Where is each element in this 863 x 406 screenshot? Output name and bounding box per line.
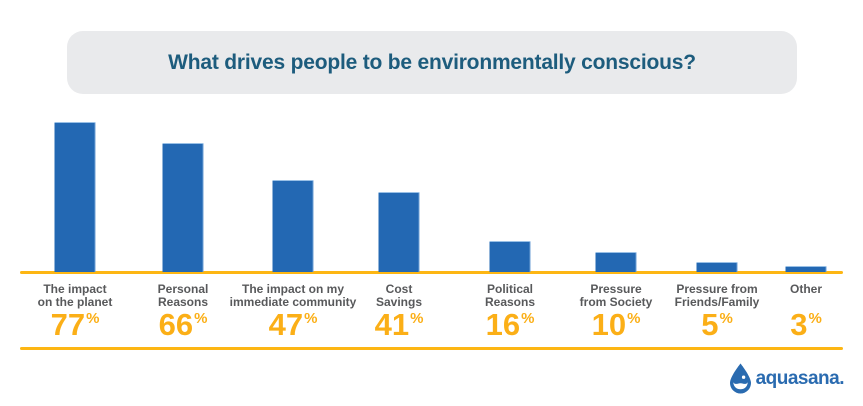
- category-label-line: Reasons: [157, 295, 209, 309]
- logo-text: aquasana.: [755, 367, 845, 389]
- title-banner: What drives people to be environmentally…: [67, 31, 797, 94]
- percent-sign: %: [808, 310, 822, 327]
- percent-sign: %: [719, 310, 733, 327]
- bar-column: Pressure from Friends/Family 5%: [637, 0, 797, 406]
- category-label-line: Political: [486, 282, 533, 296]
- category-label-line: Savings: [375, 295, 423, 309]
- bar-column: Political Reasons 16%: [430, 0, 590, 406]
- value-label: 5%: [637, 309, 797, 346]
- value-label: 47%: [213, 309, 373, 346]
- category-label-line: Personal: [157, 282, 209, 296]
- bar-column: Pressure from Society 10%: [536, 0, 696, 406]
- percent-sign: %: [410, 310, 424, 327]
- percent-sign: %: [194, 310, 208, 327]
- percent-sign: %: [521, 310, 535, 327]
- value-label: 16%: [430, 309, 590, 346]
- category-label-line: on the planet: [37, 295, 113, 309]
- value-label: 10%: [536, 309, 696, 346]
- category-label: Political Reasons: [430, 283, 590, 309]
- water-drop-icon: [729, 363, 751, 394]
- value-number: 3: [790, 307, 808, 342]
- chart-bottom-rule: [20, 347, 843, 350]
- value-number: 66: [158, 307, 194, 342]
- value-number: 77: [50, 307, 86, 342]
- category-label: Personal Reasons: [103, 283, 263, 309]
- value-number: 41: [374, 307, 410, 342]
- bar: [378, 192, 420, 272]
- bar: [272, 180, 314, 272]
- category-label-line: The impact on my: [241, 282, 345, 296]
- bar-column: Cost Savings 41%: [319, 0, 479, 406]
- bar: [489, 241, 531, 272]
- category-label: The impact on my immediate community: [213, 283, 373, 309]
- bar: [162, 143, 204, 272]
- category-label: Pressure from Society: [536, 283, 696, 309]
- value-number: 5: [701, 307, 719, 342]
- category-label-line: from Society: [579, 295, 653, 309]
- percent-sign: %: [304, 310, 318, 327]
- value-label: 3%: [726, 309, 863, 346]
- category-label-line: The impact: [43, 282, 107, 296]
- bar-column: The impact on the planet 77%: [0, 0, 155, 406]
- category-label-line: immediate community: [229, 295, 357, 309]
- value-number: 47: [268, 307, 304, 342]
- value-number: 16: [485, 307, 521, 342]
- value-number: 10: [591, 307, 627, 342]
- bar: [785, 266, 827, 272]
- value-label: 66%: [103, 309, 263, 346]
- percent-sign: %: [627, 310, 641, 327]
- bar-column: Personal Reasons 66%: [103, 0, 263, 406]
- category-label: Pressure from Friends/Family: [637, 283, 797, 309]
- bar: [696, 262, 738, 272]
- chart-baseline: [20, 271, 843, 274]
- category-label-line: Pressure: [590, 282, 642, 296]
- category-label-line: Cost: [385, 282, 413, 296]
- aquasana-logo: aquasana.: [728, 363, 845, 394]
- chart-title: What drives people to be environmentally…: [168, 50, 696, 74]
- category-label: Cost Savings: [319, 283, 479, 309]
- bar: [595, 252, 637, 272]
- value-label: 41%: [319, 309, 479, 346]
- bar: [54, 122, 96, 272]
- category-label: The impact on the planet: [0, 283, 155, 309]
- category-label-line: Pressure from: [676, 282, 758, 296]
- category-label-line: Reasons: [484, 295, 536, 309]
- percent-sign: %: [86, 310, 100, 327]
- bar-column: The impact on my immediate community 47%: [213, 0, 373, 406]
- category-label-line: Other: [789, 282, 822, 296]
- bar-column: Other 3%: [726, 0, 863, 406]
- category-label-line: Friends/Family: [674, 295, 760, 309]
- category-label: Other: [726, 283, 863, 296]
- value-label: 77%: [0, 309, 155, 346]
